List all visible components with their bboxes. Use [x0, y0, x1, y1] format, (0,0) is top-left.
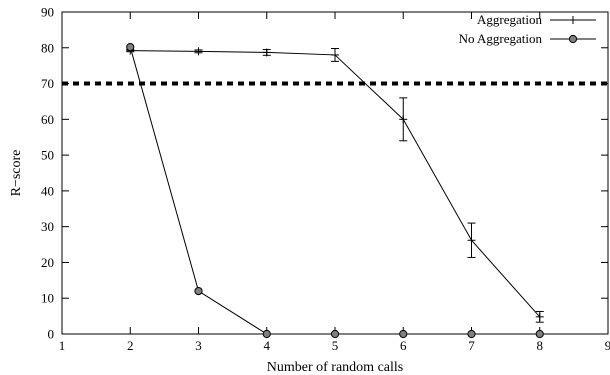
data-point-no-aggregation	[194, 286, 203, 296]
data-point-no-aggregation	[262, 329, 271, 339]
x-tick-label: 6	[400, 338, 407, 353]
y-tick-label: 50	[41, 148, 54, 163]
x-tick-label: 2	[127, 338, 134, 353]
series-line-no-aggregation	[129, 46, 540, 335]
y-axis-title: R−score	[9, 150, 24, 197]
legend-marker-aggregation	[569, 16, 577, 24]
data-point-no-aggregation	[399, 329, 408, 339]
legend-marker-no-aggregation	[568, 34, 578, 44]
data-point-aggregation	[194, 47, 203, 56]
x-tick-label: 8	[537, 338, 544, 353]
legend-label-no-aggregation: No Aggregation	[459, 31, 543, 46]
y-tick-label: 40	[41, 183, 54, 198]
data-point-aggregation	[262, 48, 271, 57]
data-point-no-aggregation	[330, 329, 340, 339]
data-point-no-aggregation	[126, 42, 135, 52]
x-tick-label: 5	[332, 338, 339, 353]
series-line-aggregation	[130, 50, 541, 318]
x-axis-title: Number of random calls	[267, 360, 403, 375]
legend: Aggregation No Aggregation	[459, 12, 596, 46]
y-tick-label: 0	[48, 327, 55, 342]
data-point-no-aggregation	[467, 329, 476, 339]
x-tick-label: 4	[264, 338, 271, 353]
x-tick-label: 3	[195, 338, 202, 353]
data-point-aggregation	[535, 312, 544, 321]
x-tick-label: 7	[468, 338, 475, 353]
data-point-aggregation	[399, 115, 408, 124]
data-point-aggregation	[331, 50, 339, 59]
legend-label-aggregation: Aggregation	[477, 12, 542, 27]
series-layer	[126, 42, 544, 339]
y-tick-label: 30	[41, 219, 54, 234]
data-point-no-aggregation	[535, 329, 544, 339]
y-tick-label: 90	[41, 5, 54, 20]
x-tick-label: 1	[59, 338, 66, 353]
y-tick-label: 60	[41, 112, 54, 127]
data-point-aggregation	[467, 236, 476, 245]
y-tick-label: 70	[41, 76, 54, 91]
y-tick-label: 80	[41, 40, 54, 55]
y-tick-label: 10	[41, 291, 54, 306]
y-tick-label: 20	[41, 255, 54, 270]
x-tick-label: 9	[605, 338, 610, 353]
